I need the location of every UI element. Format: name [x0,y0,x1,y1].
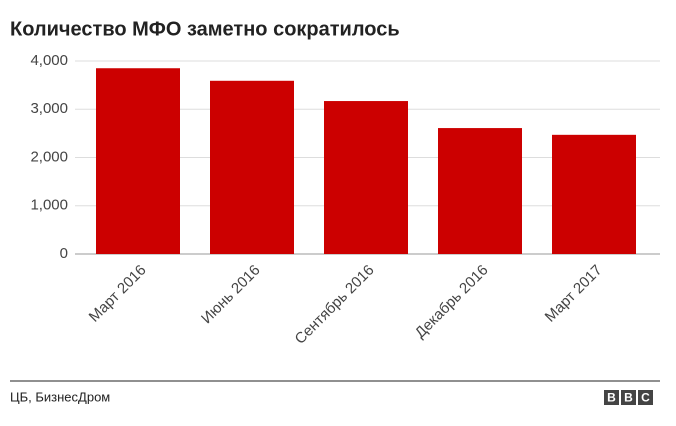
bar [210,80,294,254]
y-tick-label: 0 [60,245,68,262]
source: ЦБ, БизнесДром [10,389,110,404]
bar [96,68,180,254]
logo: BBC [607,391,650,405]
chart-title: Количество МФО заметно сократилось [10,18,400,40]
bar [438,128,522,254]
bar [552,134,636,254]
y-tick-label: 2,000 [30,148,68,165]
logo-box [621,390,636,405]
y-tick-label: 4,000 [30,52,68,69]
logo-box [604,390,619,405]
bar [324,101,408,254]
y-tick-label: 1,000 [30,197,68,214]
logo-box [638,390,653,405]
y-tick-label: 3,000 [30,100,68,117]
